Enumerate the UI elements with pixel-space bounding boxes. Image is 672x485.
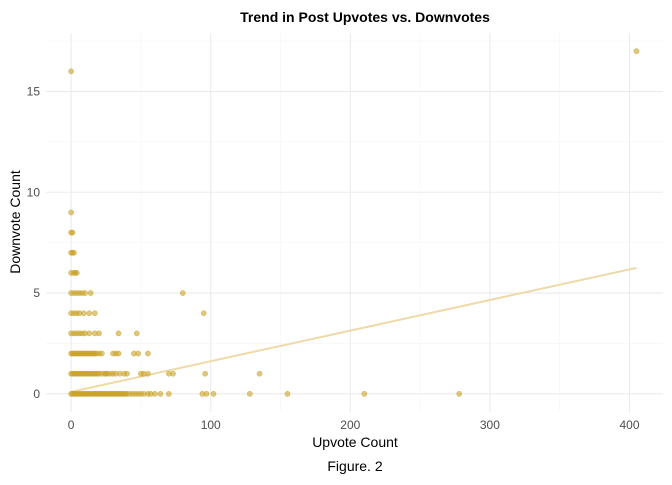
data-point <box>210 391 217 397</box>
y-tick-label: 10 <box>27 185 41 199</box>
x-axis-title: Upvote Count <box>312 434 398 450</box>
data-point <box>157 391 164 397</box>
data-point <box>246 391 253 397</box>
x-tick-label: 400 <box>619 418 639 432</box>
data-point <box>170 370 176 377</box>
data-point <box>69 229 76 236</box>
data-point <box>200 310 207 317</box>
data-point <box>202 370 208 377</box>
x-tick-label: 300 <box>480 418 500 432</box>
data-point <box>87 290 94 296</box>
data-point <box>80 310 87 317</box>
data-point <box>361 391 368 397</box>
y-axis-tick-labels: 0 5 10 15 <box>27 84 41 400</box>
data-point <box>86 330 93 337</box>
data-point <box>165 391 172 397</box>
data-point <box>86 310 93 317</box>
y-tick-label: 0 <box>33 387 40 401</box>
data-point <box>633 48 640 54</box>
data-point <box>145 350 151 357</box>
data-point <box>284 391 291 397</box>
data-point <box>124 370 130 377</box>
data-point <box>73 270 80 276</box>
data-point <box>68 68 74 75</box>
data-point <box>256 370 263 377</box>
trend-line-layer <box>70 266 637 393</box>
chart-title: Trend in Post Upvotes vs. Downvotes <box>240 9 490 25</box>
grid-lines <box>46 33 663 412</box>
data-point <box>456 391 463 397</box>
x-tick-label: 0 <box>68 418 75 432</box>
data-point <box>203 391 210 397</box>
y-tick-label: 15 <box>27 84 41 98</box>
x-tick-label: 200 <box>340 418 360 432</box>
data-point <box>115 350 122 357</box>
data-point <box>152 391 158 397</box>
data-point <box>82 290 88 296</box>
data-point <box>115 330 122 337</box>
figure-caption: Figure. 2 <box>327 458 382 474</box>
data-point <box>145 370 151 377</box>
y-axis-title: Downvote Count <box>7 170 23 274</box>
data-points <box>68 48 640 397</box>
data-point <box>133 330 140 337</box>
x-tick-label: 100 <box>201 418 221 432</box>
y-tick-label: 5 <box>33 286 40 300</box>
data-point <box>98 350 105 357</box>
data-point <box>92 310 98 317</box>
data-point <box>179 290 186 296</box>
data-point <box>96 330 102 337</box>
data-point <box>135 350 141 357</box>
x-axis-tick-labels: 0 100 200 300 400 <box>68 418 640 432</box>
data-point <box>71 249 77 256</box>
data-point <box>68 209 74 216</box>
trend-line <box>70 266 637 393</box>
